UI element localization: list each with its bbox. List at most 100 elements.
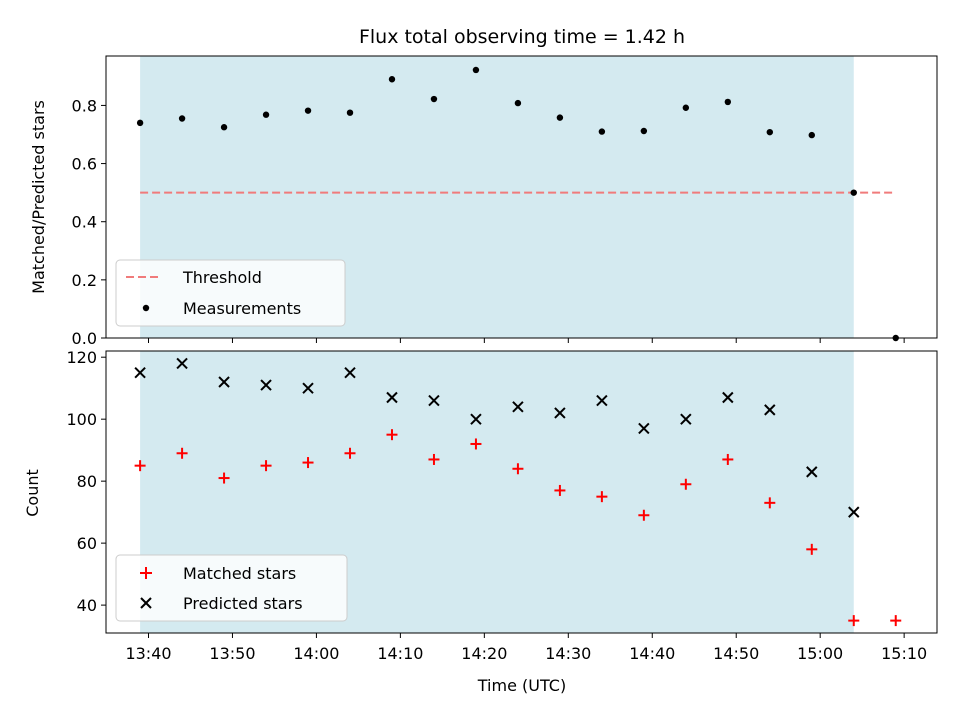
x-tick-label: 14:00	[293, 644, 339, 663]
predicted-star-marker-b	[218, 376, 230, 388]
x-tick-label: 13:40	[125, 644, 171, 663]
x-tick-label: 15:00	[797, 644, 843, 663]
x-tick-label: 14:50	[713, 644, 759, 663]
matched-star-point	[428, 453, 440, 465]
measurement-point	[346, 109, 354, 116]
bottom-y-axis-label: Count	[23, 469, 42, 517]
matched-star-point	[386, 429, 398, 441]
measurement-point	[808, 131, 815, 139]
predicted-star-point	[428, 394, 440, 407]
top-y-tick-label: 0.4	[72, 213, 97, 232]
matched-star-point	[764, 497, 776, 509]
matched-star-point	[344, 447, 356, 459]
measurement-point	[178, 115, 186, 122]
predicted-star-marker-b	[848, 506, 860, 518]
measurement-point	[556, 114, 564, 121]
top-legend-box	[115, 259, 346, 327]
measurement-point	[640, 127, 648, 135]
matched-star-point	[176, 447, 188, 459]
matched-star-point	[806, 543, 818, 555]
matched-star-point	[218, 472, 230, 484]
legend-predicted-swatch-b	[140, 597, 152, 609]
legend-measurements-label: Measurements	[183, 299, 301, 318]
matched-star-point	[848, 615, 860, 627]
predicted-star-point	[554, 407, 566, 419]
matched-star-point	[470, 438, 482, 450]
matched-star-point	[638, 509, 650, 521]
matched-star-point	[512, 463, 524, 475]
measurement-point	[388, 76, 396, 83]
predicted-star-point	[260, 379, 272, 391]
predicted-star-marker-b	[134, 366, 146, 379]
top-axes-frame	[105, 55, 938, 339]
matched-star-point	[134, 460, 146, 472]
top-y-tick-label: 0.0	[72, 329, 97, 348]
top-y-tick-label: 0.6	[72, 155, 97, 174]
predicted-star-marker-b	[428, 394, 440, 407]
predicted-star-marker-b	[302, 382, 314, 394]
predicted-star-point	[512, 401, 524, 413]
x-tick-label: 14:40	[629, 644, 675, 663]
measurement-point	[220, 124, 228, 131]
x-axis-label: Time (UTC)	[477, 676, 566, 695]
measurement-point	[304, 107, 312, 114]
measurement-point	[682, 104, 690, 111]
measurement-point	[724, 98, 732, 106]
chart-title: Flux total observing time = 1.42 h	[359, 26, 685, 48]
predicted-star-point	[470, 413, 482, 425]
measurement-point	[514, 99, 522, 107]
measurement-point	[262, 111, 270, 118]
predicted-star-point	[134, 366, 146, 379]
predicted-star-point	[344, 366, 356, 379]
measurement-point	[766, 128, 774, 136]
x-tick-label: 14:20	[461, 644, 507, 663]
matched-star-point	[302, 457, 314, 469]
bottom-y-tick-label: 120	[66, 348, 97, 367]
predicted-star-marker-b	[344, 366, 356, 379]
bottom-y-tick-label: 100	[66, 410, 97, 429]
predicted-star-point	[764, 404, 776, 416]
predicted-star-marker-b	[638, 422, 650, 435]
top-legend: Threshold Measurements	[115, 259, 346, 327]
matched-star-point	[722, 453, 734, 465]
measurement-point	[598, 128, 606, 135]
legend-predicted-label: Predicted stars	[183, 594, 303, 613]
predicted-star-marker-b	[512, 401, 524, 413]
top-y-tick-label: 0.8	[72, 96, 97, 115]
bottom-y-tick-label: 80	[77, 472, 97, 491]
bottom-panel: 40 60 80 100 120 13:40 13:50 14:00 14:10 14:20 14:…	[66, 348, 938, 663]
bottom-y-tick-label: 40	[77, 596, 97, 615]
bottom-axes-frame	[105, 350, 938, 634]
x-tick-label: 14:10	[377, 644, 423, 663]
legend-measurements-swatch	[142, 304, 150, 312]
bottom-legend-box	[115, 554, 348, 622]
x-tick-label: 13:50	[209, 644, 255, 663]
predicted-star-point	[386, 391, 398, 404]
measurement-point	[850, 189, 857, 196]
top-y-tick-label: 0.2	[72, 271, 97, 290]
predicted-star-marker-b	[722, 391, 734, 404]
predicted-star-marker-b	[680, 413, 692, 425]
bottom-y-tick-label: 60	[77, 534, 97, 553]
predicted-star-marker-b	[764, 404, 776, 416]
predicted-star-point	[722, 391, 734, 404]
top-y-axis-label: Matched/Predicted stars	[29, 100, 48, 294]
measurement-point	[430, 95, 438, 103]
legend-matched-label: Matched stars	[183, 564, 296, 583]
predicted-star-marker-b	[386, 391, 398, 404]
predicted-star-point	[302, 382, 314, 394]
x-tick-label: 14:30	[545, 644, 591, 663]
predicted-star-marker-b	[176, 357, 188, 370]
matched-star-point	[596, 491, 608, 503]
predicted-star-marker-b	[470, 413, 482, 425]
x-tick-label: 15:10	[881, 644, 927, 663]
predicted-star-point	[218, 376, 230, 388]
matched-star-point	[260, 460, 272, 472]
predicted-star-marker-b	[554, 407, 566, 419]
bottom-legend: Matched stars Predicted stars	[115, 554, 348, 622]
matched-star-point	[680, 478, 692, 490]
predicted-star-marker-b	[260, 379, 272, 391]
predicted-star-point	[596, 394, 608, 407]
matched-star-point	[554, 484, 566, 496]
